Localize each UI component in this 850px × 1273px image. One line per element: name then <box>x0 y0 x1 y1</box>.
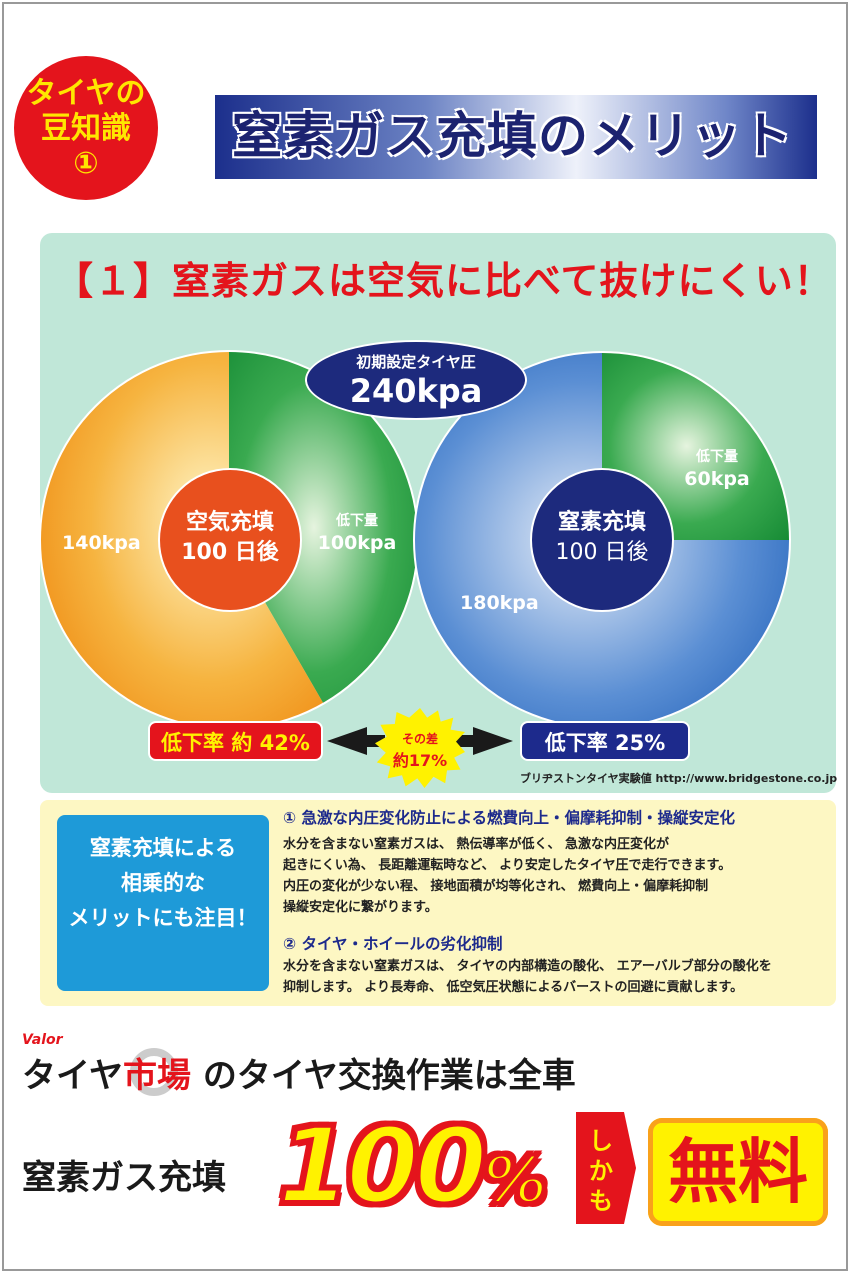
nitrogen-drop-value: 60kpa <box>684 468 750 490</box>
initial-pressure-value: 240kpa <box>349 372 483 410</box>
benefit-point-1: ① 急激な内圧変化防止による燃費向上・偏摩耗抑制・操縦安定化 水分を含まない窒素… <box>283 806 735 918</box>
nitrogen-center-circle <box>530 468 674 612</box>
shika-char: か <box>589 1157 613 1185</box>
shika-char: し <box>589 1127 613 1155</box>
callout-line: 相乗的な <box>121 871 205 895</box>
air-drop-title: 低下量 <box>336 513 378 529</box>
air-center-circle <box>158 468 302 612</box>
nitrogen-remaining-label: 180kpa <box>460 592 539 614</box>
footer-line1-text: のタイヤ交換作業は全車 <box>202 1056 576 1096</box>
air-remaining-label: 140kpa <box>62 532 141 554</box>
free-badge: 無料 <box>648 1118 828 1226</box>
benefits-callout: 窒素充填による 相乗的な メリットにも注目！ <box>57 815 269 991</box>
hundred-percent: 100% <box>276 1103 549 1229</box>
air-center-line2: 100 日後 <box>181 540 279 565</box>
point1-line: 内圧の変化が少ない程、 接地面積が均等化され、 燃費向上・偏摩耗抑制 <box>283 879 709 894</box>
nitrogen-drop-rate: 低下率 25% <box>520 721 690 761</box>
callout-line: メリットにも注目！ <box>68 906 258 930</box>
shika-char: も <box>589 1187 613 1215</box>
badge-line: ① <box>73 146 99 181</box>
shika-mo-tag: し か も <box>576 1112 636 1224</box>
brand-name: タイヤ <box>22 1056 123 1096</box>
valor-logo: Valor <box>22 1032 63 1048</box>
air-center-label: 空気充填 100 日後 <box>165 508 295 568</box>
footer-line1: タイヤ市場 のタイヤ交換作業は全車 <box>22 1048 576 1097</box>
big-percent: % <box>481 1142 549 1220</box>
callout-line: 窒素充填による <box>89 836 237 860</box>
point1-title: ① 急激な内圧変化防止による燃費向上・偏摩耗抑制・操縦安定化 <box>283 809 736 827</box>
left-arrow-icon <box>327 727 367 755</box>
point2-title: ② タイヤ・ホイールの劣化抑制 <box>283 935 503 953</box>
difference-line2: 約17% <box>392 751 448 770</box>
brand-name-red: 市場 <box>122 1056 191 1096</box>
point2-line: 抑制します。 より長寿命、 低空気圧状態によるバーストの回避に貢献します。 <box>283 980 744 995</box>
source-note: ブリヂストンタイヤ実験値 http://www.bridgestone.co.j… <box>520 772 838 785</box>
title-banner <box>215 95 817 179</box>
air-drop-label: 低下量 100kpa <box>312 510 402 554</box>
benefit-point-2: ② タイヤ・ホイールの劣化抑制 水分を含まない窒素ガスは、 タイヤの内部構造の酸… <box>283 932 772 998</box>
air-drop-rate: 低下率 約 42% <box>148 721 323 761</box>
point1-line: 操縦安定化に繋がります。 <box>283 900 438 915</box>
badge-line: タイヤの <box>26 76 146 111</box>
difference-line1: その差 <box>401 732 438 746</box>
footer-line2: 窒素ガス充填 <box>22 1158 226 1198</box>
right-arrow-icon <box>473 727 513 755</box>
tips-badge: タイヤの 豆知識 ① <box>14 56 158 200</box>
point2-line: 水分を含まない窒素ガスは、 タイヤの内部構造の酸化、 エアーバルブ部分の酸化を <box>283 959 772 974</box>
air-center-line1: 空気充填 <box>185 510 274 535</box>
nitrogen-center-label: 窒素充填 100 日後 <box>537 508 667 568</box>
initial-pressure-label: 初期設定タイヤ圧 <box>356 353 476 371</box>
air-drop-value: 100kpa <box>317 532 397 554</box>
point1-line: 水分を含まない窒素ガスは、 熱伝導率が低く、 急激な内圧変化が <box>283 837 670 852</box>
air-drop-slice <box>229 351 418 704</box>
big-number: 100 <box>276 1103 489 1229</box>
point1-line: 起きにくい為、 長距離運転時など、 より安定したタイヤ圧で走行できます。 <box>283 858 732 873</box>
section-heading: 【１】窒素ガスは空気に比べて抜けにくい！ <box>55 259 833 303</box>
nitrogen-center-line2: 100 日後 <box>555 540 649 565</box>
nitrogen-drop-title: 低下量 <box>696 449 738 465</box>
nitrogen-drop-label: 低下量 60kpa <box>672 446 762 490</box>
nitrogen-center-line1: 窒素充填 <box>557 510 646 535</box>
initial-pressure-oval: 初期設定タイヤ圧 240kpa <box>305 340 527 420</box>
tire-logo-icon <box>130 1048 178 1096</box>
page-title: 窒素ガス充填のメリット <box>232 107 793 165</box>
badge-line: 豆知識 <box>41 111 131 146</box>
arrow-shaft <box>455 735 475 747</box>
pie-charts <box>39 350 791 730</box>
